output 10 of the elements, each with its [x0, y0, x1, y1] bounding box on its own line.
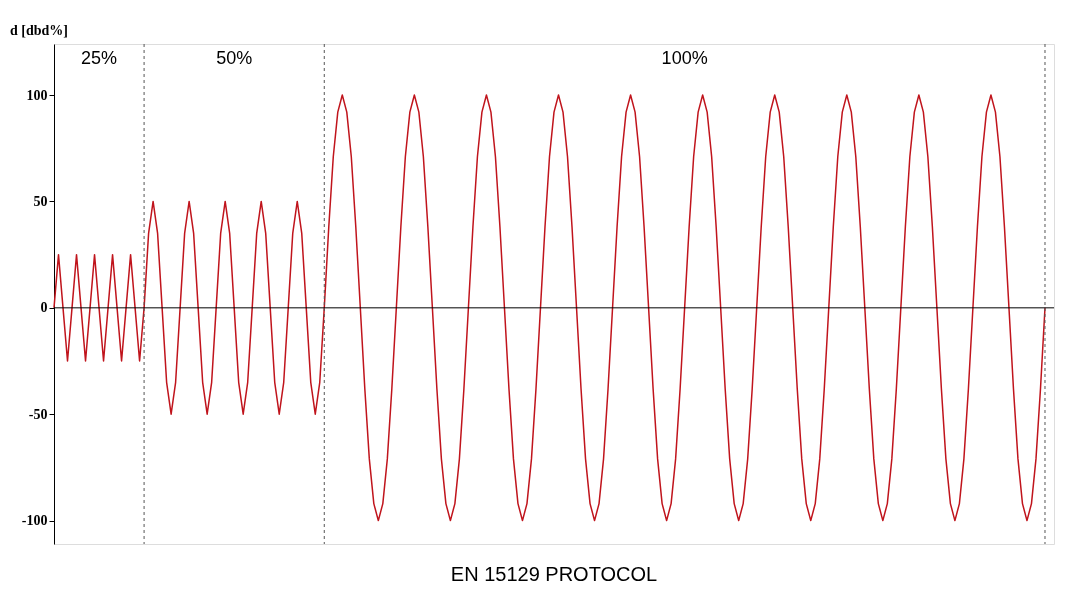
annotation: 100% [661, 48, 708, 68]
annotation: 50% [216, 48, 253, 68]
y-tick-label: 100 [26, 87, 48, 103]
y-tick-label: -100 [21, 513, 48, 529]
annotation: 25% [81, 48, 118, 68]
y-axis-title: d [dbd%] [10, 23, 68, 38]
y-tick-label: 50 [33, 193, 48, 209]
text: EN 15129 PROTOCOL [450, 562, 658, 585]
y-tick-label: 0 [40, 300, 48, 316]
y-tick-label: -50 [28, 406, 48, 422]
